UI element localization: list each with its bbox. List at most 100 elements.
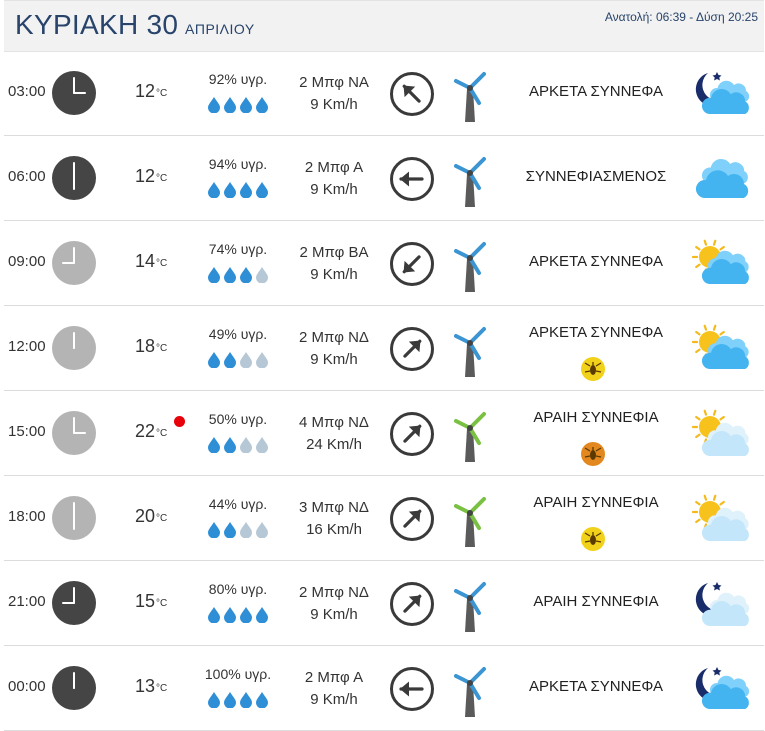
wind-speed: 9 Km/h [310,266,358,283]
hour-time: 03:00 [8,83,46,100]
clock-icon [51,495,97,541]
clock-icon [51,325,97,371]
hour-time: 12:00 [8,338,46,355]
arrow-up-left-icon [389,71,435,117]
wind-info: 2 Μπφ ΝΑ 9 Km/h [284,72,384,116]
wind-info: 2 Μπφ ΝΔ 9 Km/h [284,582,384,626]
temperature-unit: °C [156,598,168,609]
wind-beaufort: 2 Μπφ ΝΔ [299,584,369,601]
temperature: 13°C [135,676,167,697]
wind-beaufort: 2 Μπφ Α [304,669,364,686]
humidity-text: 49% υγρ. [208,326,268,342]
windmill-icon [450,69,492,123]
hour-time: 09:00 [8,253,46,270]
temperature-value: 22 [135,421,156,441]
hour-time: 00:00 [8,678,46,695]
hour-row: 15:00 22°C 50% υγρ. 4 Μπφ ΝΔ 24 Km/h ΑΡΑ… [4,391,764,476]
clock-icon [51,240,97,286]
hour-time: 21:00 [8,593,46,610]
day-header: ΚΥΡΙΑΚΗ 30 ΑΠΡΙΛΙΟΥ Ανατολή: 06:39 - Δύσ… [4,0,764,52]
hour-time: 18:00 [8,508,46,525]
wind-info: 2 Μπφ ΒΑ 9 Km/h [284,242,384,286]
night-light-clouds-icon [690,579,750,627]
humidity-drops-icon [206,181,272,199]
arrow-down-left-icon [389,241,435,287]
windmill-icon [450,494,492,548]
temperature-value: 12 [135,166,156,186]
sun-light-clouds-icon [690,409,750,457]
wind-speed: 9 Km/h [310,691,358,708]
condition-text: ΑΡΑΙΗ ΣΥΝΝΕΦΙΑ [533,494,659,511]
humidity-drops-icon [206,96,272,114]
clock-icon [51,410,97,456]
temperature-unit: °C [156,683,168,694]
temperature: 22°C [135,421,167,442]
wind-speed: 9 Km/h [310,351,358,368]
windmill-icon [450,154,492,208]
arrow-up-right-icon [389,326,435,372]
hour-time: 06:00 [8,168,46,185]
arrow-up-right-icon [389,411,435,457]
temperature-unit: °C [156,173,168,184]
temperature-value: 20 [135,506,156,526]
day-title: ΚΥΡΙΑΚΗ 30 [15,9,179,40]
night-clouds-icon [690,69,750,117]
condition-text: ΑΡΚΕΤΑ ΣΥΝΝΕΦΑ [529,678,663,695]
temperature-unit: °C [156,343,168,354]
condition-text: ΑΡΚΕΤΑ ΣΥΝΝΕΦΑ [529,83,663,100]
humidity-drops-icon [206,351,272,369]
temperature-value: 14 [135,251,156,271]
temperature-value: 15 [135,591,156,611]
hour-row: 21:00 15°C 80% υγρ. 2 Μπφ ΝΔ 9 Km/h ΑΡΑΙ… [4,561,764,646]
temperature-value: 13 [135,676,156,696]
temperature: 12°C [135,166,167,187]
temperature: 12°C [135,81,167,102]
temperature-unit: °C [156,428,168,439]
pollen-bee-icon[interactable] [580,441,606,467]
temperature-unit: °C [156,258,168,269]
arrow-left-icon [389,156,435,202]
pollen-bee-icon[interactable] [580,526,606,552]
sun-clouds-icon [690,324,750,372]
wind-info: 2 Μπφ ΝΔ 9 Km/h [284,327,384,371]
temperature-value: 12 [135,81,156,101]
hour-row: 18:00 20°C 44% υγρ. 3 Μπφ ΝΔ 16 Km/h ΑΡΑ… [4,476,764,561]
wind-info: 2 Μπφ Α 9 Km/h [284,667,384,711]
humidity-drops-icon [206,266,272,284]
arrow-left-icon [389,666,435,712]
condition-text: ΑΡΚΕΤΑ ΣΥΝΝΕΦΑ [529,324,663,341]
pollen-bee-icon[interactable] [580,356,606,382]
clock-icon [51,155,97,201]
humidity-text: 44% υγρ. [208,496,268,512]
arrow-up-right-icon [389,496,435,542]
humidity-drops-icon [206,606,272,624]
windmill-icon [450,324,492,378]
wind-info: 4 Μπφ ΝΔ 24 Km/h [284,412,384,456]
cloudy-icon [690,154,750,202]
hour-row: 03:00 12°C 92% υγρ. 2 Μπφ ΝΑ 9 Km/h ΑΡΚΕ… [4,51,764,136]
humidity-drops-icon [206,691,272,709]
wind-speed: 9 Km/h [310,606,358,623]
arrow-up-right-icon [389,581,435,627]
windmill-icon [450,579,492,633]
temperature: 20°C [135,506,167,527]
condition-text: ΣΥΝΝΕΦΙΑΣΜΕΝΟΣ [525,168,667,185]
hour-time: 15:00 [8,423,46,440]
clock-icon [51,580,97,626]
windmill-icon [450,409,492,463]
humidity-text: 80% υγρ. [208,581,268,597]
hour-row: 06:00 12°C 94% υγρ. 2 Μπφ Α 9 Km/h ΣΥΝΝΕ… [4,136,764,221]
humidity-text: 92% υγρ. [208,71,268,87]
wind-info: 3 Μπφ ΝΔ 16 Km/h [284,497,384,541]
wind-beaufort: 2 Μπφ Α [304,159,364,176]
wind-speed: 9 Km/h [310,181,358,198]
alert-dot-icon [174,416,185,427]
hour-row: 00:00 13°C 100% υγρ. 2 Μπφ Α 9 Km/h ΑΡΚΕ… [4,646,764,731]
humidity-text: 94% υγρ. [208,156,268,172]
month-label: ΑΠΡΙΛΙΟΥ [185,21,255,37]
humidity-drops-icon [206,436,272,454]
condition-text: ΑΡΑΙΗ ΣΥΝΝΕΦΙΑ [533,593,659,610]
humidity-text: 50% υγρ. [208,411,268,427]
wind-beaufort: 4 Μπφ ΝΔ [299,414,369,431]
